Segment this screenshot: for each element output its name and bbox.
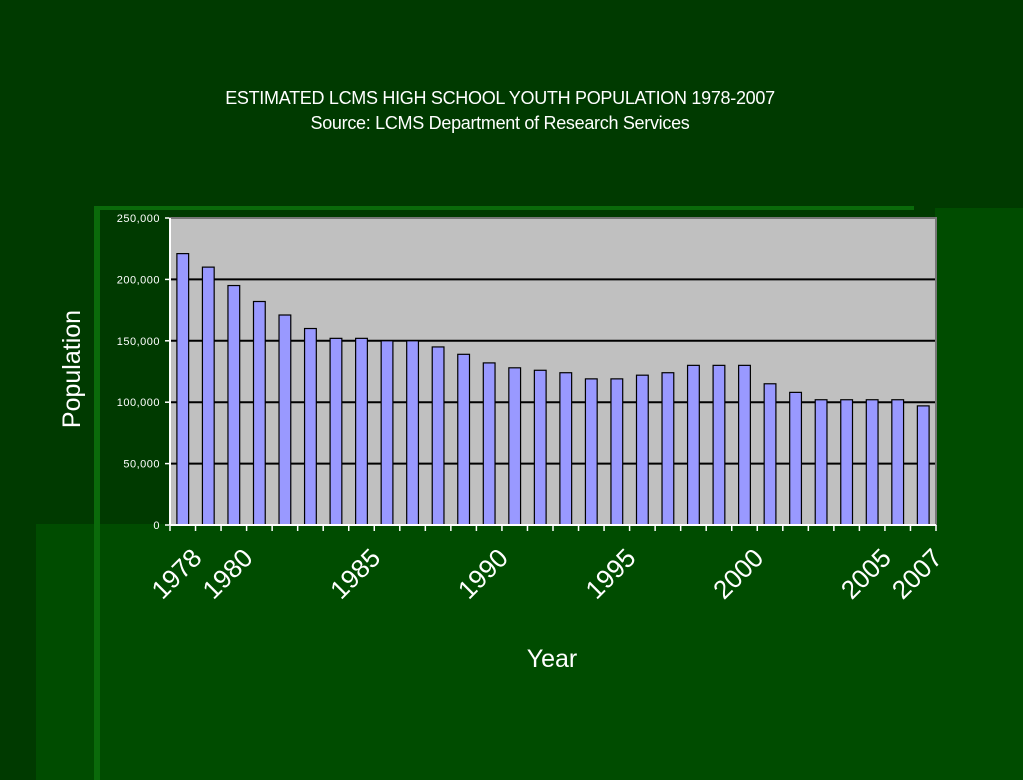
bar [712, 364, 726, 526]
x-tick-label: 2005 [835, 543, 897, 605]
background-panel-right [935, 208, 1023, 524]
bar [508, 367, 522, 526]
x-tick-label: 2000 [707, 543, 769, 605]
x-axis-title: Year [527, 645, 578, 673]
x-tick-label: 2007 [886, 543, 948, 605]
chart-title: ESTIMATED LCMS HIGH SCHOOL YOUTH POPULAT… [0, 86, 1000, 136]
bar [303, 327, 317, 526]
bar [559, 372, 573, 526]
bar [355, 337, 368, 526]
bar [635, 374, 649, 526]
bar [201, 266, 215, 526]
plot-area [170, 218, 936, 525]
bar [533, 369, 547, 526]
y-axis-title: Population [58, 310, 86, 428]
bar [278, 314, 292, 526]
bar [686, 364, 700, 526]
bar [406, 340, 420, 526]
bar [661, 372, 675, 526]
bar [840, 399, 854, 526]
bar [891, 399, 905, 526]
y-tick-label: 200,000 [117, 274, 160, 286]
bar [380, 340, 394, 526]
chart-subtitle: Source: LCMS Department of Research Serv… [310, 113, 690, 133]
bar [252, 300, 266, 526]
bar [763, 383, 777, 526]
y-tick-label: 0 [153, 520, 160, 532]
bar [176, 253, 190, 526]
x-tick-label: 1978 [145, 543, 207, 605]
bar [482, 362, 496, 526]
y-tick-label: 50,000 [123, 459, 160, 471]
background-panel-top-band [94, 206, 914, 210]
bar [865, 399, 879, 526]
bar [227, 284, 241, 526]
bar [584, 378, 598, 526]
y-tick-label: 250,000 [117, 213, 160, 225]
y-tick-label: 100,000 [117, 397, 160, 409]
y-tick-label: 150,000 [117, 336, 160, 348]
background-panel-bottom [36, 524, 1023, 780]
x-tick-label: 1985 [324, 543, 386, 605]
chart-title-line1: ESTIMATED LCMS HIGH SCHOOL YOUTH POPULAT… [225, 88, 775, 108]
bar [329, 337, 343, 526]
background-panel-left-accent [94, 208, 100, 780]
bar [610, 378, 624, 526]
bar [916, 405, 930, 526]
bar [789, 391, 803, 526]
bar [431, 346, 445, 526]
x-tick-label: 1995 [579, 543, 641, 605]
bar [814, 399, 828, 526]
bar [738, 364, 751, 526]
bar [457, 353, 471, 526]
x-tick-label: 1980 [196, 543, 258, 605]
x-tick-label: 1990 [452, 543, 514, 605]
